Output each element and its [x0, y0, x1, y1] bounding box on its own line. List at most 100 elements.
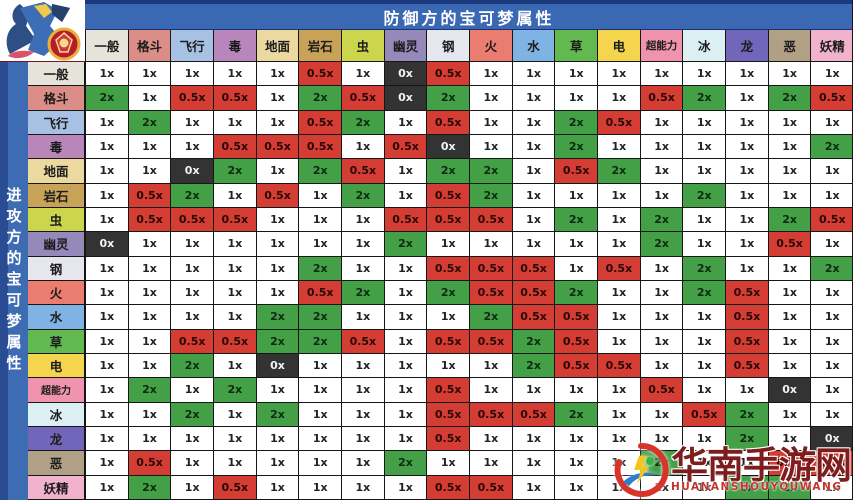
- multiplier-cell: 1x: [767, 280, 811, 305]
- multiplier-cell: 0.5x: [383, 134, 427, 159]
- multiplier-cell: 1x: [213, 451, 256, 475]
- multiplier-cell: 1x: [383, 305, 427, 329]
- multiplier-cell: 1x: [341, 402, 384, 426]
- multiplier-cell: 1x: [810, 110, 853, 134]
- multiplier-cell: 1x: [682, 62, 726, 86]
- multiplier-cell: 1x: [767, 159, 811, 183]
- multiplier-cell: 1x: [255, 378, 299, 402]
- multiplier-cell: 1x: [682, 110, 726, 134]
- multiplier-cell: 1x: [85, 426, 128, 451]
- multiplier-cell: 2x: [511, 353, 555, 378]
- multiplier-cell: 1x: [341, 305, 384, 329]
- multiplier-cell: 1x: [597, 232, 640, 256]
- multiplier-cell: 2x: [469, 159, 512, 183]
- defense-type-header: 超能力: [639, 30, 683, 61]
- multiplier-cell: 1x: [213, 305, 256, 329]
- multiplier-cell: 1x: [341, 207, 384, 232]
- multiplier-cell: 2x: [554, 402, 598, 426]
- multiplier-cell: 1x: [725, 134, 768, 159]
- multiplier-cell: 2x: [213, 378, 256, 402]
- multiplier-cell: 1x: [511, 451, 555, 475]
- multiplier-cell: 0.5x: [725, 305, 768, 329]
- matrix-rows: 一般 1x 1x 1x 1x 1x 0.5x 1x 0x 0.5x 1x 1x 1x 1x 1x 1x 1x 1x…: [28, 62, 853, 500]
- multiplier-cell: 1x: [597, 451, 640, 475]
- multiplier-cell: 1x: [127, 402, 171, 426]
- multiplier-cell: 0.5x: [426, 110, 470, 134]
- multiplier-cell: 1x: [170, 378, 214, 402]
- multiplier-cell: 0.5x: [426, 475, 470, 499]
- attack-type-header: 虫: [28, 207, 85, 232]
- multiplier-cell: 1x: [341, 256, 384, 280]
- multiplier-cell: 0.5x: [511, 280, 555, 305]
- multiplier-cell: 1x: [725, 207, 768, 232]
- multiplier-cell: 1x: [127, 232, 171, 256]
- multiplier-cell: 1x: [725, 183, 768, 207]
- multiplier-cell: 1x: [810, 305, 853, 329]
- multiplier-cell: 2x: [597, 159, 640, 183]
- defense-type-header: 格斗: [127, 30, 171, 61]
- multiplier-cell: 0.5x: [725, 280, 768, 305]
- multiplier-cell: 0x: [383, 62, 427, 86]
- multiplier-cell: 1x: [725, 232, 768, 256]
- defense-type-header: 草: [554, 30, 598, 61]
- multiplier-cell: 1x: [170, 232, 214, 256]
- multiplier-cell: 1x: [85, 451, 128, 475]
- multiplier-cell: 0.5x: [469, 280, 512, 305]
- multiplier-cell: 0.5x: [170, 329, 214, 353]
- attack-type-header: 妖精: [28, 475, 85, 499]
- multiplier-cell: 1x: [213, 232, 256, 256]
- multiplier-cell: 1x: [597, 475, 640, 499]
- multiplier-cell: 0.5x: [597, 110, 640, 134]
- multiplier-cell: 1x: [127, 280, 171, 305]
- matrix-body: 进攻方的宝可梦属性 一般 1x 1x 1x 1x 1x 0.5x 1x 0x 0.5x 1x 1x 1x…: [0, 62, 853, 500]
- attack-type-header: 地面: [28, 159, 85, 183]
- matrix-row: 毒 1x 1x 1x 0.5x 0.5x 0.5x 1x 0.5x 0x 1x 1x 2x 1x 1x 1x 1…: [28, 134, 853, 160]
- multiplier-cell: 1x: [426, 353, 470, 378]
- multiplier-cell: 1x: [639, 183, 683, 207]
- multiplier-cell: 1x: [597, 207, 640, 232]
- top-section: 防御方的宝可梦属性 一般 格斗 飞行毒地面 岩石虫幽灵钢火水草电超能力冰龙恶妖精: [0, 0, 853, 62]
- multiplier-cell: 2x: [767, 475, 811, 499]
- attack-type-header: 一般: [28, 62, 85, 86]
- multiplier-cell: 0.5x: [639, 86, 683, 110]
- multiplier-cell: 1x: [810, 353, 853, 378]
- multiplier-cell: 1x: [341, 62, 384, 86]
- multiplier-cell: 0.5x: [213, 207, 256, 232]
- multiplier-cell: 0.5x: [511, 256, 555, 280]
- multiplier-cell: 2x: [511, 329, 555, 353]
- multiplier-cell: 1x: [170, 110, 214, 134]
- multiplier-cell: 2x: [383, 232, 427, 256]
- multiplier-cell: 1x: [85, 475, 128, 499]
- multiplier-cell: 1x: [85, 62, 128, 86]
- multiplier-cell: 0.5x: [554, 329, 598, 353]
- multiplier-cell: 0.5x: [767, 451, 811, 475]
- multiplier-cell: 2x: [639, 451, 683, 475]
- multiplier-cell: 1x: [554, 475, 598, 499]
- multiplier-cell: 1x: [810, 232, 853, 256]
- multiplier-cell: 1x: [554, 451, 598, 475]
- multiplier-cell: 2x: [170, 402, 214, 426]
- multiplier-cell: 2x: [85, 86, 128, 110]
- multiplier-cell: 1x: [255, 232, 299, 256]
- multiplier-cell: 1x: [639, 280, 683, 305]
- multiplier-cell: 1x: [554, 378, 598, 402]
- multiplier-cell: 1x: [213, 280, 256, 305]
- multiplier-cell: 0.5x: [810, 207, 853, 232]
- multiplier-cell: 1x: [255, 86, 299, 110]
- multiplier-cell: 2x: [298, 159, 342, 183]
- defense-type-header: 妖精: [810, 30, 853, 61]
- multiplier-cell: 0.5x: [469, 207, 512, 232]
- multiplier-cell: 2x: [341, 110, 384, 134]
- multiplier-cell: 1x: [213, 426, 256, 451]
- multiplier-cell: 2x: [298, 256, 342, 280]
- multiplier-cell: 1x: [255, 159, 299, 183]
- multiplier-cell: 0.5x: [213, 86, 256, 110]
- matrix-row: 冰 1x 1x 2x 1x 2x 1x 1x 1x 0.5x 0.5x 0.5x 2x 1x 1x 0.5x 2…: [28, 402, 853, 427]
- multiplier-cell: 1x: [767, 183, 811, 207]
- multiplier-cell: 1x: [341, 378, 384, 402]
- pokemon-sword-artwork-icon: [0, 0, 85, 61]
- multiplier-cell: 1x: [597, 378, 640, 402]
- multiplier-cell: 2x: [298, 329, 342, 353]
- attack-type-header: 格斗: [28, 86, 85, 110]
- multiplier-cell: 0.5x: [255, 183, 299, 207]
